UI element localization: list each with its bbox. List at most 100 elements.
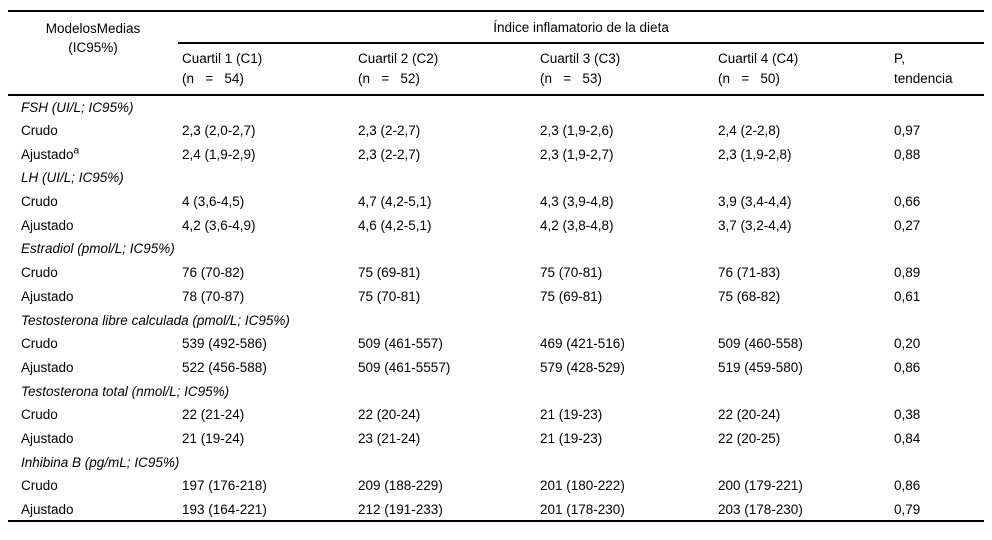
section-title-row: Estradiol (pmol/L; IC95%) xyxy=(8,237,984,261)
cell-value: 509 (460-558) xyxy=(718,336,803,352)
row-label-text: Crudo xyxy=(21,478,58,494)
table-row: Crudo 2,3 (2,0-2,7) 2,3 (2-2,7) 2,3 (1,9… xyxy=(8,119,984,143)
section-title-fsh: FSH (UI/L; IC95%) xyxy=(21,99,134,115)
footnote-marker: a xyxy=(73,145,80,157)
cell-p-value: 0,38 xyxy=(894,407,921,423)
cell-value: 2,4 (2-2,8) xyxy=(718,123,781,139)
cell-value: 75 (68-82) xyxy=(718,288,781,304)
cell-value: 78 (70-87) xyxy=(182,288,245,304)
corner-header: ModelosMedias (IC95%) xyxy=(8,11,178,96)
cell-value: 75 (69-81) xyxy=(540,288,603,304)
table-row: Crudo 4 (3,6-4,5) 4,7 (4,2-5,1) 4,3 (3,9… xyxy=(8,190,984,214)
row-label: Crudo xyxy=(8,261,178,285)
cell-value: 509 (461-557) xyxy=(358,336,443,352)
cell-p-value: 0,27 xyxy=(894,217,921,233)
cell-value: 4 (3,6-4,5) xyxy=(182,194,245,210)
cell-value: 3,9 (3,4-4,4) xyxy=(718,194,792,210)
row-label: Ajustado xyxy=(8,213,178,237)
table-body: FSH (UI/L; IC95%) Crudo 2,3 (2,0-2,7) 2,… xyxy=(8,95,984,521)
cell-value: 539 (492-586) xyxy=(182,336,267,352)
cell-p-value: 0,89 xyxy=(894,265,921,281)
section-title-row: Inhibina B (pg/mL; IC95%) xyxy=(8,450,984,474)
cell-value: 21 (19-23) xyxy=(540,430,603,446)
cell-value: 209 (188-229) xyxy=(358,478,443,494)
section-title-row: Testosterona libre calculada (pmol/L; IC… xyxy=(8,308,984,332)
cell-p-value: 0,20 xyxy=(894,336,921,352)
section-title-row: Testosterona total (nmol/L; IC95%) xyxy=(8,379,984,403)
row-label-text: Ajustado xyxy=(21,430,74,446)
cell-value: 212 (191-233) xyxy=(358,501,443,517)
cell-value: 201 (178-230) xyxy=(540,501,625,517)
column-header-row: Cuartil 1 (C1) (n = 54) Cuartil 2 (C2) (… xyxy=(8,43,985,96)
row-label-text: Crudo xyxy=(21,407,58,423)
cell-value: 75 (70-81) xyxy=(358,288,421,304)
row-label-text: Crudo xyxy=(21,336,58,352)
section-title-row: FSH (UI/L; IC95%) xyxy=(8,95,984,119)
cell-value: 2,4 (1,9-2,9) xyxy=(182,146,256,162)
row-label-text: Ajustado xyxy=(21,288,74,304)
row-label-text: Ajustado xyxy=(21,359,74,375)
group-header-row: ModelosMedias (IC95%) Índice inflamatori… xyxy=(8,11,985,96)
cell-p-value: 0,97 xyxy=(894,123,921,139)
cell-value: 203 (178-230) xyxy=(718,501,803,517)
cell-value: 4,3 (3,9-4,8) xyxy=(540,194,614,210)
row-label: Ajustado xyxy=(8,285,178,309)
cell-value: 22 (20-24) xyxy=(718,407,781,423)
section-title-testosterona-total: Testosterona total (nmol/L; IC95%) xyxy=(21,383,230,399)
table-row: Ajustado 21 (19-24) 23 (21-24) 21 (19-23… xyxy=(8,427,984,451)
section-title-testosterona-libre: Testosterona libre calculada (pmol/L; IC… xyxy=(21,312,290,328)
cell-value: 469 (421-516) xyxy=(540,336,625,352)
column-header-quartile-2: Cuartil 2 (C2) (n = 52) xyxy=(354,43,536,96)
hormones-by-quartile-table: ModelosMedias (IC95%) Índice inflamatori… xyxy=(8,10,985,523)
column-header-quartile-4: Cuartil 4 (C4) (n = 50) xyxy=(714,43,890,96)
row-label-text: Ajustado xyxy=(21,217,74,233)
cell-value: 2,3 (2-2,7) xyxy=(358,123,421,139)
row-label: Crudo xyxy=(8,190,178,214)
table-row: Ajustado 4,2 (3,6-4,9) 4,6 (4,2-5,1) 4,2… xyxy=(8,213,984,237)
table-row: Ajustado 522 (456-588) 509 (461-5557) 57… xyxy=(8,356,984,380)
row-label: Ajustadoa xyxy=(8,142,178,166)
group-header: Índice inflamatorio de la dieta xyxy=(178,11,985,44)
column-header-quartile-1: Cuartil 1 (C1) (n = 54) xyxy=(178,43,354,96)
cell-p-value: 0,79 xyxy=(894,501,921,517)
table-row: Ajustado 78 (70-87) 75 (70-81) 75 (69-81… xyxy=(8,285,984,309)
cell-value: 4,2 (3,6-4,9) xyxy=(182,217,256,233)
cell-p-value: 0,86 xyxy=(894,359,921,375)
row-label: Crudo xyxy=(8,332,178,356)
cell-value: 509 (461-5557) xyxy=(358,359,451,375)
cell-value: 4,7 (4,2-5,1) xyxy=(358,194,432,210)
cell-value: 76 (71-83) xyxy=(718,265,781,281)
cell-value: 519 (459-580) xyxy=(718,359,803,375)
cell-value: 23 (21-24) xyxy=(358,430,421,446)
cell-value: 21 (19-24) xyxy=(182,430,245,446)
section-title-estradiol: Estradiol (pmol/L; IC95%) xyxy=(21,241,175,257)
row-label: Ajustado xyxy=(8,427,178,451)
cell-value: 75 (70-81) xyxy=(540,265,603,281)
row-label: Crudo xyxy=(8,474,178,498)
column-header-p-trend: P, tendencia xyxy=(890,43,985,96)
cell-value: 2,3 (1,9-2,7) xyxy=(540,146,614,162)
cell-value: 22 (20-25) xyxy=(718,430,781,446)
row-label-text: Ajustado xyxy=(21,146,74,162)
cell-p-value: 0,88 xyxy=(894,146,921,162)
cell-p-value: 0,84 xyxy=(894,430,921,446)
cell-value: 197 (176-218) xyxy=(182,478,267,494)
section-title-inhibina-b: Inhibina B (pg/mL; IC95%) xyxy=(21,454,180,470)
cell-value: 4,2 (3,8-4,8) xyxy=(540,217,614,233)
cell-p-value: 0,66 xyxy=(894,194,921,210)
row-label: Ajustado xyxy=(8,356,178,380)
table-row: Crudo 197 (176-218) 209 (188-229) 201 (1… xyxy=(8,474,984,498)
table-header: ModelosMedias (IC95%) Índice inflamatori… xyxy=(8,11,985,96)
cell-value: 2,3 (2,0-2,7) xyxy=(182,123,256,139)
row-label-text: Crudo xyxy=(21,123,58,139)
cell-value: 3,7 (3,2-4,4) xyxy=(718,217,792,233)
row-label: Ajustado xyxy=(8,498,178,522)
table-row: Crudo 539 (492-586) 509 (461-557) 469 (4… xyxy=(8,332,984,356)
cell-p-value: 0,86 xyxy=(894,478,921,494)
cell-value: 522 (456-588) xyxy=(182,359,267,375)
row-label-text: Crudo xyxy=(21,194,58,210)
table-row: Ajustadoa 2,4 (1,9-2,9) 2,3 (2-2,7) 2,3 … xyxy=(8,142,984,166)
cell-value: 75 (69-81) xyxy=(358,265,421,281)
cell-value: 4,6 (4,2-5,1) xyxy=(358,217,432,233)
